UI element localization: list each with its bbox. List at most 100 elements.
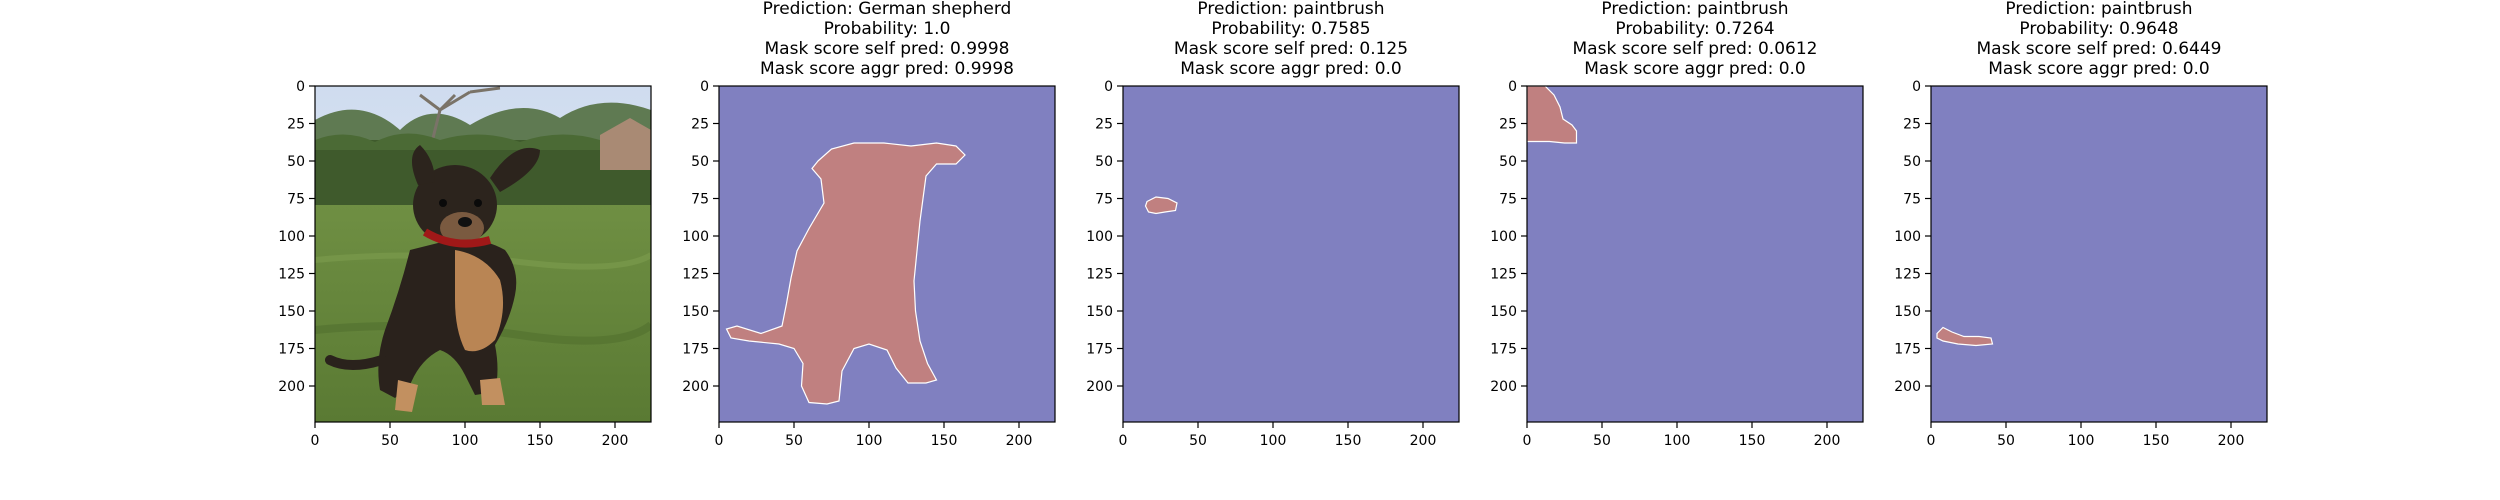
mask-4-ticks: 0 50 100 150 200 0 25 50 75 100 125 150 175 200 (1894, 79, 2244, 449)
y-tick-label: 175 (682, 342, 709, 358)
y-tick-label: 200 (1894, 379, 1921, 395)
y-tick-label: 100 (278, 229, 305, 245)
y-tick-label: 125 (1490, 267, 1517, 283)
y-tick-label: 150 (1490, 304, 1517, 320)
x-tick-label: 50 (785, 433, 803, 449)
y-tick-label: 150 (1086, 304, 1113, 320)
y-tick-label: 125 (682, 267, 709, 283)
x-tick-label: 100 (452, 433, 479, 449)
y-tick-label: 125 (278, 267, 305, 283)
mask-4-title-line-2: Probability: 0.9648 (2019, 19, 2178, 39)
x-tick-label: 200 (2218, 433, 2245, 449)
mask-1-title-line-2: Probability: 1.0 (824, 19, 951, 39)
mask-2-ticks: 0 50 100 150 200 0 25 50 75 100 125 150 175 200 (1086, 79, 1436, 449)
y-tick-label: 75 (691, 192, 709, 208)
y-tick-label: 0 (1104, 79, 1113, 95)
y-tick-label: 150 (682, 304, 709, 320)
mask-1-ticks: 0 50 100 150 200 0 25 50 75 100 125 150 175 200 (682, 79, 1032, 449)
y-tick-label: 200 (1490, 379, 1517, 395)
mask-3-background (1527, 86, 1863, 422)
mask-3-title-line-2: Probability: 0.7264 (1615, 19, 1774, 39)
x-tick-label: 100 (2068, 433, 2095, 449)
y-tick-label: 0 (1508, 79, 1517, 95)
mask-2-title: Prediction: paintbrush Probability: 0.75… (1174, 0, 1408, 79)
mask-1-title: Prediction: German shepherd Probability:… (760, 0, 1014, 79)
x-tick-label: 200 (1006, 433, 1033, 449)
y-tick-label: 50 (1095, 154, 1113, 170)
mask-2-title-line-1: Prediction: paintbrush (1197, 0, 1384, 19)
y-tick-label: 100 (1086, 229, 1113, 245)
y-tick-label: 0 (296, 79, 305, 95)
y-tick-label: 75 (287, 192, 305, 208)
mask-3-title-line-1: Prediction: paintbrush (1601, 0, 1788, 19)
y-tick-label: 25 (1499, 117, 1517, 133)
x-tick-label: 100 (1664, 433, 1691, 449)
mask-3-axes-frame (1526, 85, 1864, 423)
y-tick-label: 25 (691, 117, 709, 133)
y-tick-label: 50 (287, 154, 305, 170)
y-tick-label: 125 (1086, 267, 1113, 283)
mask-1-axes-frame (718, 85, 1056, 423)
x-tick-label: 0 (1119, 433, 1128, 449)
mask-1-title-line-1: Prediction: German shepherd (763, 0, 1012, 19)
x-tick-label: 0 (715, 433, 724, 449)
mask-3-region (1526, 85, 1578, 144)
y-tick-label: 125 (1894, 267, 1921, 283)
y-tick-label: 200 (1086, 379, 1113, 395)
x-tick-label: 150 (2143, 433, 2170, 449)
y-tick-label: 175 (278, 342, 305, 358)
mask-2-background (1123, 86, 1459, 422)
mask-4-title-line-1: Prediction: paintbrush (2005, 0, 2192, 19)
y-tick-label: 150 (278, 304, 305, 320)
y-tick-label: 75 (1499, 192, 1517, 208)
mask-4-region (1936, 326, 1994, 347)
mask-2-region (1144, 196, 1178, 215)
y-tick-label: 50 (691, 154, 709, 170)
x-tick-label: 100 (856, 433, 883, 449)
x-tick-label: 100 (1260, 433, 1287, 449)
y-tick-label: 150 (1894, 304, 1921, 320)
mask-2-title-line-4: Mask score aggr pred: 0.0 (1180, 59, 1402, 79)
panel-mask-3: Prediction: paintbrush Probability: 0.72… (1490, 0, 1864, 449)
x-tick-label: 200 (1814, 433, 1841, 449)
x-tick-label: 50 (1189, 433, 1207, 449)
y-tick-label: 100 (1894, 229, 1921, 245)
x-tick-label: 150 (1739, 433, 1766, 449)
x-tick-label: 0 (1523, 433, 1532, 449)
x-tick-label: 0 (1927, 433, 1936, 449)
y-tick-label: 100 (1490, 229, 1517, 245)
mask-4-title-line-3: Mask score self pred: 0.6449 (1977, 39, 2222, 59)
puppy-photo (315, 86, 651, 422)
x-tick-label: 50 (381, 433, 399, 449)
x-tick-label: 150 (1335, 433, 1362, 449)
mask-3-title: Prediction: paintbrush Probability: 0.72… (1573, 0, 1818, 79)
y-tick-label: 175 (1490, 342, 1517, 358)
y-tick-label: 0 (1912, 79, 1921, 95)
panel-mask-1: Prediction: German shepherd Probability:… (682, 0, 1056, 449)
panel-photo: 0 50 100 150 200 0 25 50 75 100 125 150 175 200 (278, 79, 652, 449)
y-tick-label: 75 (1095, 192, 1113, 208)
x-tick-label: 50 (1997, 433, 2015, 449)
y-tick-label: 50 (1499, 154, 1517, 170)
x-tick-label: 50 (1593, 433, 1611, 449)
mask-1-title-line-4: Mask score aggr pred: 0.9998 (760, 59, 1014, 79)
mask-3-title-line-3: Mask score self pred: 0.0612 (1573, 39, 1818, 59)
y-tick-label: 100 (682, 229, 709, 245)
photo-axes-frame (314, 85, 652, 423)
mask-4-title: Prediction: paintbrush Probability: 0.96… (1977, 0, 2222, 79)
x-tick-label: 0 (311, 433, 320, 449)
y-tick-label: 200 (682, 379, 709, 395)
y-tick-label: 50 (1903, 154, 1921, 170)
y-tick-label: 25 (1903, 117, 1921, 133)
mask-4-background (1931, 86, 2267, 422)
y-tick-label: 25 (1095, 117, 1113, 133)
panel-mask-2: Prediction: paintbrush Probability: 0.75… (1086, 0, 1460, 449)
x-tick-label: 200 (1410, 433, 1437, 449)
mask-2-title-line-3: Mask score self pred: 0.125 (1174, 39, 1408, 59)
y-tick-label: 0 (700, 79, 709, 95)
photo-ticks: 0 50 100 150 200 0 25 50 75 100 125 150 175 200 (278, 79, 628, 449)
mask-4-title-line-4: Mask score aggr pred: 0.0 (1988, 59, 2210, 79)
mask-1-region (725, 142, 966, 405)
mask-2-title-line-2: Probability: 0.7585 (1211, 19, 1370, 39)
